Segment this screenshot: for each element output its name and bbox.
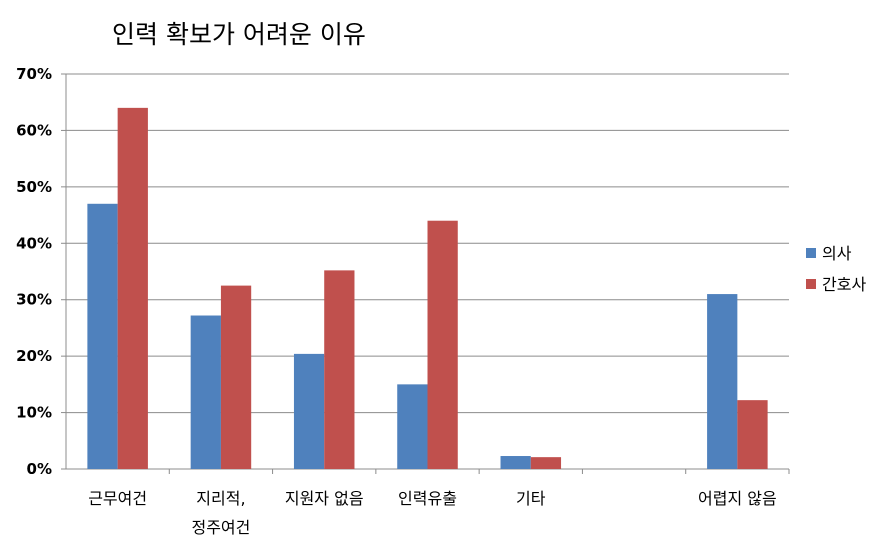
- x-axis-labels: 근무여건 지리적, 정주여건 지원자 없음 인력유출 기타 어렵지 않음: [88, 489, 777, 537]
- y-tick-label: 20%: [16, 347, 52, 365]
- x-category-label: 기타: [516, 489, 546, 508]
- x-category-label: 근무여건: [88, 489, 147, 508]
- y-tick-label: 50%: [16, 178, 52, 196]
- legend-swatch: [806, 248, 816, 258]
- bar-series1: [190, 315, 221, 469]
- x-category-label: 정주여건: [191, 518, 250, 537]
- bar-series2: [737, 400, 768, 469]
- bar-series1: [293, 353, 325, 469]
- x-category-label: 어렵지 않음: [698, 489, 777, 508]
- bar-series2: [117, 107, 148, 469]
- y-tick-label: 30%: [16, 291, 52, 309]
- legend-label: 의사: [822, 244, 852, 263]
- y-tick-label: 40%: [16, 234, 52, 252]
- y-tick-label: 60%: [16, 121, 52, 139]
- y-tick-label: 10%: [16, 404, 52, 422]
- legend-swatch: [806, 279, 816, 289]
- legend-label: 간호사: [822, 275, 866, 294]
- bar-series1: [397, 384, 428, 469]
- bar-series2: [220, 285, 252, 469]
- x-category-label: 인력유출: [398, 489, 457, 508]
- bar-series1: [500, 456, 531, 469]
- bars: [87, 107, 768, 470]
- bar-series1: [87, 203, 118, 470]
- x-category-label: 지원자 없음: [285, 489, 364, 508]
- bar-series2: [427, 220, 458, 469]
- bar-series2: [530, 457, 562, 469]
- chart-title: 인력 확보가 어려운 이유: [112, 20, 366, 49]
- x-category-label: 지리적,: [196, 489, 245, 508]
- y-axis-labels: 0% 10% 20% 30% 40% 50% 60% 70%: [16, 65, 52, 478]
- y-tick-label: 0%: [27, 460, 52, 478]
- y-tick-label: 70%: [16, 65, 52, 83]
- bar-series2: [324, 270, 355, 469]
- bar-series1: [707, 294, 738, 469]
